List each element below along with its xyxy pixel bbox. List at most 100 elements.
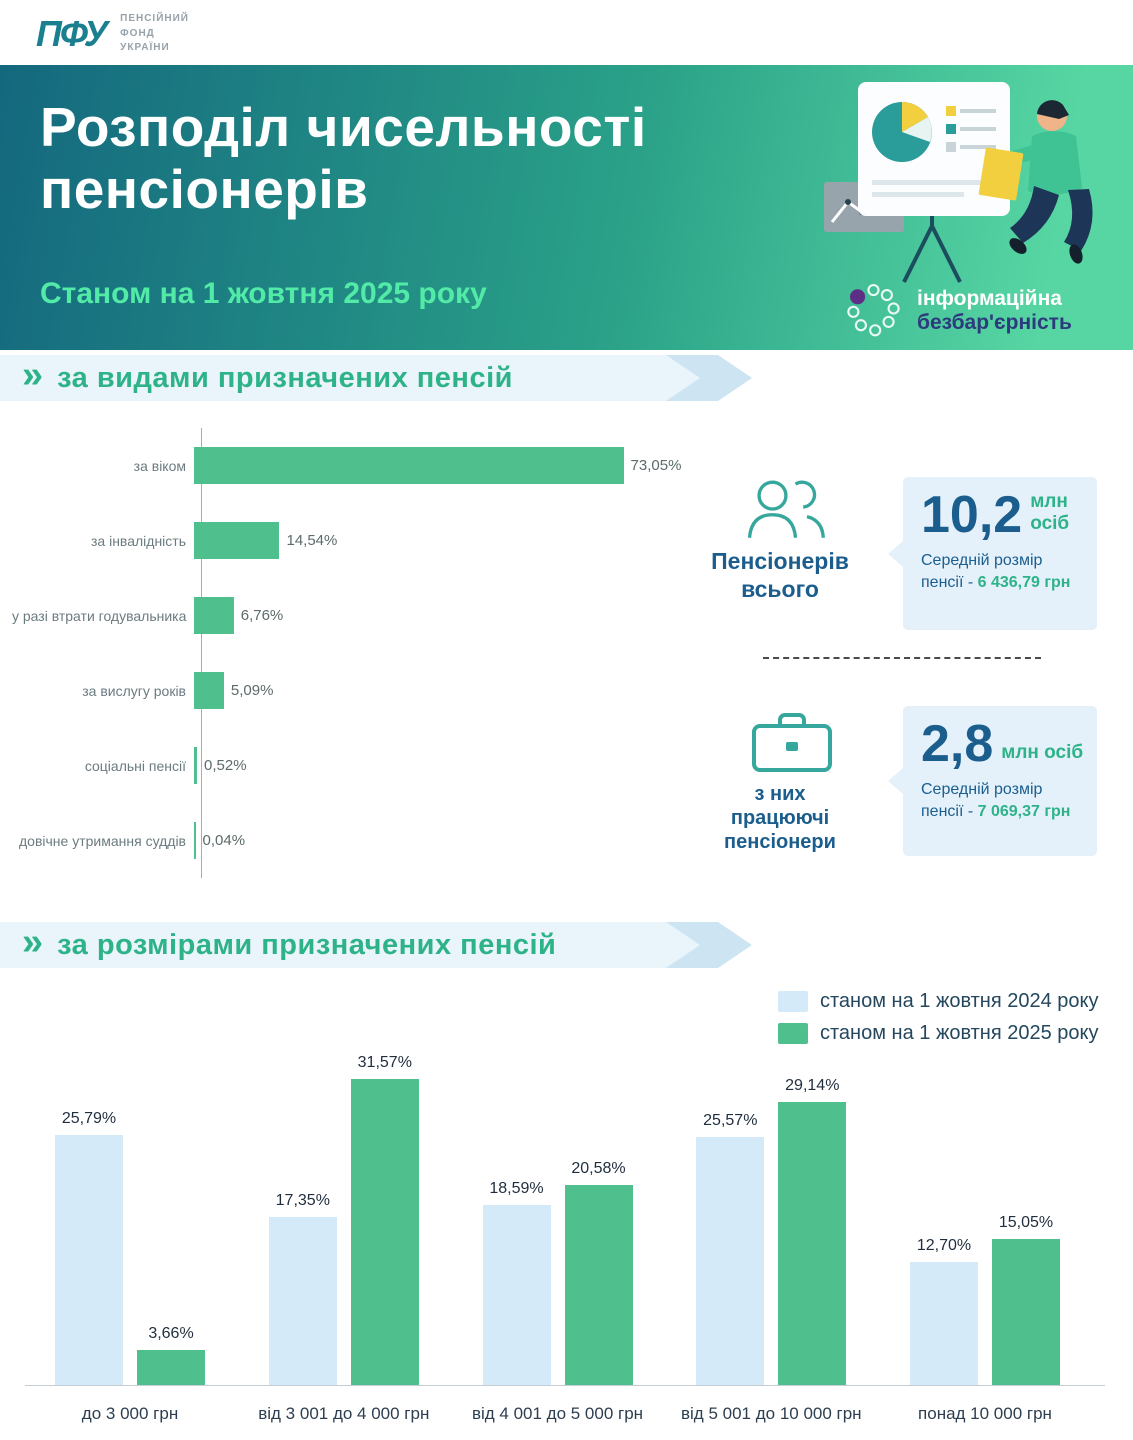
size-category-label: від 4 001 до 5 000 грн	[471, 1404, 644, 1423]
pfu-logo-mark: ПФУ	[36, 12, 108, 54]
pension-size-chart: 25,79% 3,66% до 3 000 грн 17,35% 31,57% від 3…	[0, 1030, 1133, 1440]
logo-line-2: ФОНД	[120, 27, 155, 39]
bar-2024	[696, 1136, 765, 1385]
working-avg-prefix: пенсії -	[921, 802, 978, 820]
total-avg-line1: Середній розмір	[921, 552, 1043, 570]
size-category-label: від 5 001 до 10 000 грн	[681, 1404, 862, 1423]
stats-divider	[763, 657, 1041, 659]
working-label-line3: пенсіонери	[724, 831, 836, 853]
legend-swatch-2025	[778, 1023, 808, 1044]
working-avg-value: 7 069,37 грн	[977, 802, 1071, 820]
bar-2024	[482, 1204, 551, 1385]
presenter-illustration-svg	[824, 82, 1093, 283]
chevrons-icon: »	[22, 353, 44, 396]
working-value: 2,8	[921, 715, 994, 773]
working-stat-box: 2,8 млн осіб Середній розмір пенсії - 7 …	[888, 706, 1097, 856]
accessibility-ring-icon	[847, 283, 900, 337]
legend-swatch-2024	[778, 991, 808, 1012]
pension-type-bar	[194, 672, 224, 709]
bar-value-label: 20,58%	[571, 1160, 626, 1178]
legend-label-2024: станом на 1 жовтня 2024 року	[820, 990, 1099, 1012]
total-value: 10,2	[921, 486, 1023, 544]
bar-value-label: 3,66%	[148, 1324, 194, 1342]
title-banner: Розподіл чисельності пенсіонерів Станом …	[0, 65, 1133, 350]
pension-type-value: 73,05%	[630, 457, 682, 474]
pension-type-value: 6,76%	[240, 607, 284, 624]
size-chart-legend: станом на 1 жовтня 2024 року станом на 1…	[778, 990, 1099, 1045]
pension-type-value: 5,09%	[230, 682, 274, 699]
pension-type-row: за вислугу років 5,09%	[12, 653, 702, 728]
size-category-label: до 3 000 грн	[81, 1404, 179, 1423]
bar-value-label: 25,57%	[703, 1111, 758, 1129]
bar-value-label: 31,57%	[357, 1053, 412, 1071]
pfu-logo-text: ПЕНСІЙНИЙ ФОНД УКРАЇНИ	[120, 12, 189, 56]
bar-value-label: 12,70%	[916, 1236, 972, 1254]
total-unit: млн осіб	[1030, 491, 1070, 535]
total-label-line2: всього	[741, 575, 819, 602]
accessibility-badge-text: інформаційна безбар'єрність	[917, 287, 1072, 335]
pension-type-category: за вислугу років	[82, 682, 186, 699]
pension-type-barzone: 6,76%	[194, 597, 702, 634]
total-stat-box: 10,2 млн осіб Середній розмір пенсії - 6…	[888, 477, 1097, 630]
working-unit: млн осіб	[1001, 742, 1084, 764]
badge-line-2: безбар'єрність	[917, 311, 1072, 334]
pension-type-barzone: 73,05%	[194, 447, 702, 484]
pension-type-row: у разі втрати годувальника 6,76%	[12, 578, 702, 653]
working-pensioners-label: з них працюючі пенсіонери	[690, 782, 870, 854]
pension-type-bar	[194, 447, 624, 484]
pension-type-axis	[201, 428, 202, 878]
bar-value-label: 25,79%	[61, 1109, 117, 1127]
pension-type-category: довічне утримання суддів	[19, 832, 186, 849]
bar-2024	[910, 1261, 978, 1385]
logo-line-1: ПЕНСІЙНИЙ	[120, 13, 189, 24]
pension-type-rows: за віком 73,05% за інвалідність 14,54% у раз…	[12, 428, 702, 878]
section1-band: » за видами призначених пенсій	[0, 355, 700, 401]
briefcase-icon	[750, 710, 834, 774]
size-category-label: від 3 001 до 4 000 грн	[258, 1404, 430, 1423]
pension-type-category: соціальні пенсії	[84, 757, 186, 774]
bar-2024	[55, 1134, 123, 1385]
total-avg-value: 6 436,79 грн	[977, 573, 1071, 591]
chevrons-icon: »	[22, 920, 44, 963]
pension-type-bar	[194, 747, 198, 784]
total-avg-prefix: пенсії -	[921, 573, 978, 591]
pension-type-barzone: 0,52%	[194, 747, 702, 784]
logo-line-3: УКРАЇНИ	[120, 42, 170, 53]
pension-type-chart: за віком 73,05% за інвалідність 14,54% у раз…	[12, 428, 702, 888]
presenter-illustration	[800, 70, 1130, 355]
pension-type-barzone: 0,04%	[194, 822, 702, 859]
bar-2025	[778, 1102, 847, 1385]
total-value-row: 10,2 млн осіб	[921, 486, 1085, 544]
page-subtitle: Станом на 1 жовтня 2025 року	[40, 277, 487, 310]
pension-type-bar	[194, 597, 234, 634]
bar-2025	[350, 1078, 419, 1385]
section2-title: за розмірами призначених пенсій	[57, 928, 557, 961]
bar-value-label: 15,05%	[998, 1214, 1054, 1232]
working-value-row: 2,8 млн осіб	[921, 715, 1085, 773]
badge-line-1: інформаційна	[917, 286, 1062, 310]
bar-2025	[992, 1239, 1060, 1385]
bar-value-label: 29,14%	[785, 1077, 840, 1095]
bar-2024	[268, 1216, 337, 1385]
pension-type-value: 0,52%	[204, 757, 247, 774]
section1-title: за видами призначених пенсій	[57, 361, 513, 394]
bar-value-label: 18,59%	[489, 1179, 544, 1197]
pension-type-row: за віком 73,05%	[12, 428, 702, 503]
pension-type-category: у разі втрати годувальника	[12, 607, 187, 624]
pfu-logo: ПФУ ПЕНСІЙНИЙ ФОНД УКРАЇНИ	[36, 12, 189, 56]
bar-2025	[564, 1185, 633, 1385]
pension-type-category: за інвалідність	[91, 532, 186, 549]
legend-item-2024: станом на 1 жовтня 2024 року	[778, 990, 1099, 1013]
page-title: Розподіл чисельності пенсіонерів	[40, 96, 647, 220]
total-average: Середній розмір пенсії - 6 436,79 грн	[921, 550, 1085, 593]
page-header: ПФУ ПЕНСІЙНИЙ ФОНД УКРАЇНИ	[0, 0, 1133, 65]
working-average: Середній розмір пенсії - 7 069,37 грн	[921, 779, 1085, 822]
pension-type-value: 14,54%	[286, 532, 338, 549]
pension-type-row: довічне утримання суддів 0,04%	[12, 803, 702, 878]
total-pensioners-label: Пенсіонерів всього	[690, 548, 870, 603]
pension-type-bar	[194, 822, 196, 859]
pension-type-row: соціальні пенсії 0,52%	[12, 728, 702, 803]
pension-type-barzone: 5,09%	[194, 672, 702, 709]
pension-type-row: за інвалідність 14,54%	[12, 503, 702, 578]
